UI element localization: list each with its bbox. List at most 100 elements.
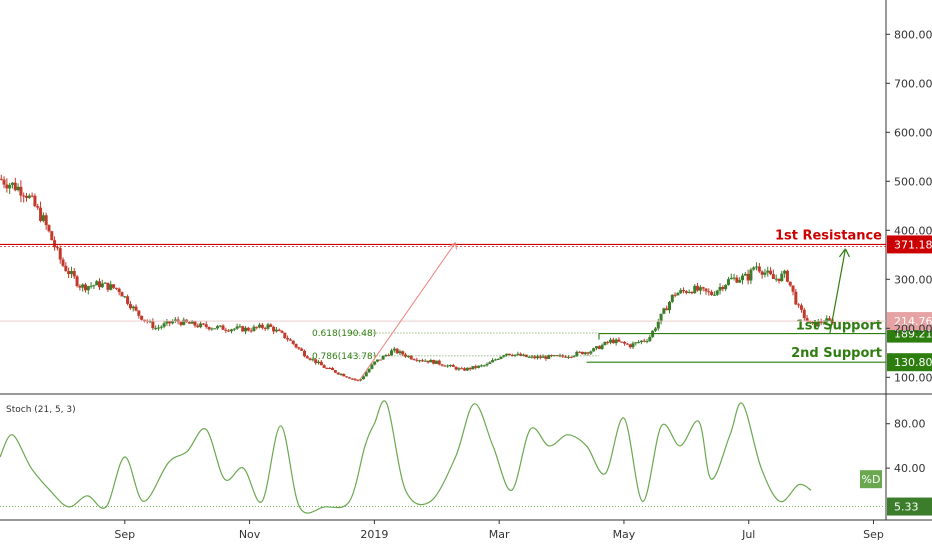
candle-body bbox=[707, 291, 711, 293]
candle-body bbox=[426, 360, 430, 363]
candle-body bbox=[89, 285, 93, 287]
candle-body bbox=[418, 360, 422, 362]
candle-body bbox=[676, 293, 680, 296]
candle-body bbox=[524, 354, 528, 357]
candle-body bbox=[117, 288, 121, 293]
candle-body bbox=[749, 269, 753, 281]
candle-body bbox=[550, 355, 554, 357]
candle-body bbox=[171, 321, 175, 324]
candle-body bbox=[471, 366, 475, 370]
time-tick-label: Sep bbox=[863, 528, 884, 541]
candle-body bbox=[69, 271, 73, 275]
candle-body bbox=[746, 273, 750, 281]
candle-body bbox=[319, 361, 323, 366]
candle-body bbox=[802, 309, 806, 319]
candle-body bbox=[667, 301, 671, 311]
candle-body bbox=[575, 351, 579, 356]
price-tick-label: 100.00 bbox=[894, 371, 932, 384]
candle-body bbox=[813, 322, 817, 327]
time-tick-label: May bbox=[613, 528, 636, 541]
candle-body bbox=[187, 322, 191, 324]
candle-body bbox=[752, 267, 756, 270]
candle-body bbox=[735, 277, 739, 283]
candle-body bbox=[274, 329, 278, 332]
candle-body bbox=[83, 284, 87, 291]
candle-body bbox=[474, 366, 478, 368]
candle-body bbox=[516, 353, 520, 355]
candle-body bbox=[583, 352, 587, 355]
candle-body bbox=[569, 356, 573, 358]
candle-body bbox=[112, 284, 116, 288]
candle-body bbox=[679, 290, 683, 294]
candle-body bbox=[373, 361, 377, 365]
candle-body bbox=[639, 340, 643, 343]
candle-body bbox=[8, 184, 12, 189]
candle-body bbox=[109, 284, 113, 290]
candle-body bbox=[142, 319, 146, 321]
support-1-price-tag-text: 189.21 bbox=[894, 328, 932, 341]
candle-body bbox=[2, 179, 6, 185]
candle-body bbox=[564, 356, 568, 358]
candle-body bbox=[429, 360, 433, 363]
candle-body bbox=[757, 266, 761, 272]
candle-body bbox=[190, 321, 194, 324]
candle-body bbox=[594, 346, 598, 349]
candle-body bbox=[592, 348, 596, 352]
candle-body bbox=[120, 292, 124, 297]
candle-body bbox=[392, 348, 396, 351]
candle-body bbox=[390, 350, 394, 356]
candle-body bbox=[95, 281, 99, 286]
candle-body bbox=[589, 351, 593, 354]
candle-body bbox=[224, 329, 228, 331]
candle-body bbox=[659, 313, 663, 322]
candle-body bbox=[614, 339, 618, 344]
time-tick-label: Mar bbox=[489, 528, 510, 541]
candle-body bbox=[5, 184, 9, 189]
candle-body bbox=[603, 341, 607, 346]
candle-body bbox=[712, 294, 716, 296]
price-tick-label: 500.00 bbox=[894, 175, 932, 188]
candle-body bbox=[536, 356, 540, 359]
candle-body bbox=[538, 356, 542, 358]
candle-body bbox=[283, 332, 287, 339]
candle-body bbox=[291, 340, 295, 345]
price-tick-label: 600.00 bbox=[894, 126, 932, 139]
candle-body bbox=[53, 240, 57, 248]
candle-body bbox=[606, 341, 610, 343]
candle-body bbox=[662, 308, 666, 314]
candle-body bbox=[434, 360, 438, 364]
candle-body bbox=[61, 259, 65, 266]
candle-body bbox=[760, 271, 764, 275]
candle-body bbox=[235, 326, 239, 329]
candle-body bbox=[696, 285, 700, 291]
candle-body bbox=[785, 270, 789, 282]
candle-body bbox=[232, 328, 236, 330]
candle-body bbox=[617, 339, 621, 342]
candle-body bbox=[507, 353, 511, 356]
candle-body bbox=[463, 368, 467, 371]
candle-body bbox=[361, 376, 365, 380]
candle-body bbox=[819, 321, 823, 323]
candle-body bbox=[479, 365, 483, 367]
candle-body bbox=[505, 353, 509, 356]
candle-body bbox=[47, 225, 51, 232]
candle-body bbox=[769, 270, 773, 275]
candle-body bbox=[572, 355, 576, 357]
candle-body bbox=[521, 354, 525, 356]
candle-body bbox=[578, 351, 582, 353]
candle-body bbox=[288, 339, 292, 341]
candle-body bbox=[13, 182, 17, 191]
candle-body bbox=[715, 290, 719, 295]
candle-body bbox=[134, 306, 138, 311]
stoch-tick-label: 40.00 bbox=[894, 462, 926, 475]
candle-body bbox=[50, 231, 54, 241]
candle-body bbox=[440, 364, 444, 366]
price-tick-label: 800.00 bbox=[894, 28, 932, 41]
candle-body bbox=[631, 343, 635, 348]
candle-body bbox=[690, 291, 694, 294]
candle-body bbox=[704, 288, 708, 292]
candle-body bbox=[701, 287, 705, 289]
candle-body bbox=[409, 355, 413, 360]
candle-body bbox=[491, 360, 495, 363]
